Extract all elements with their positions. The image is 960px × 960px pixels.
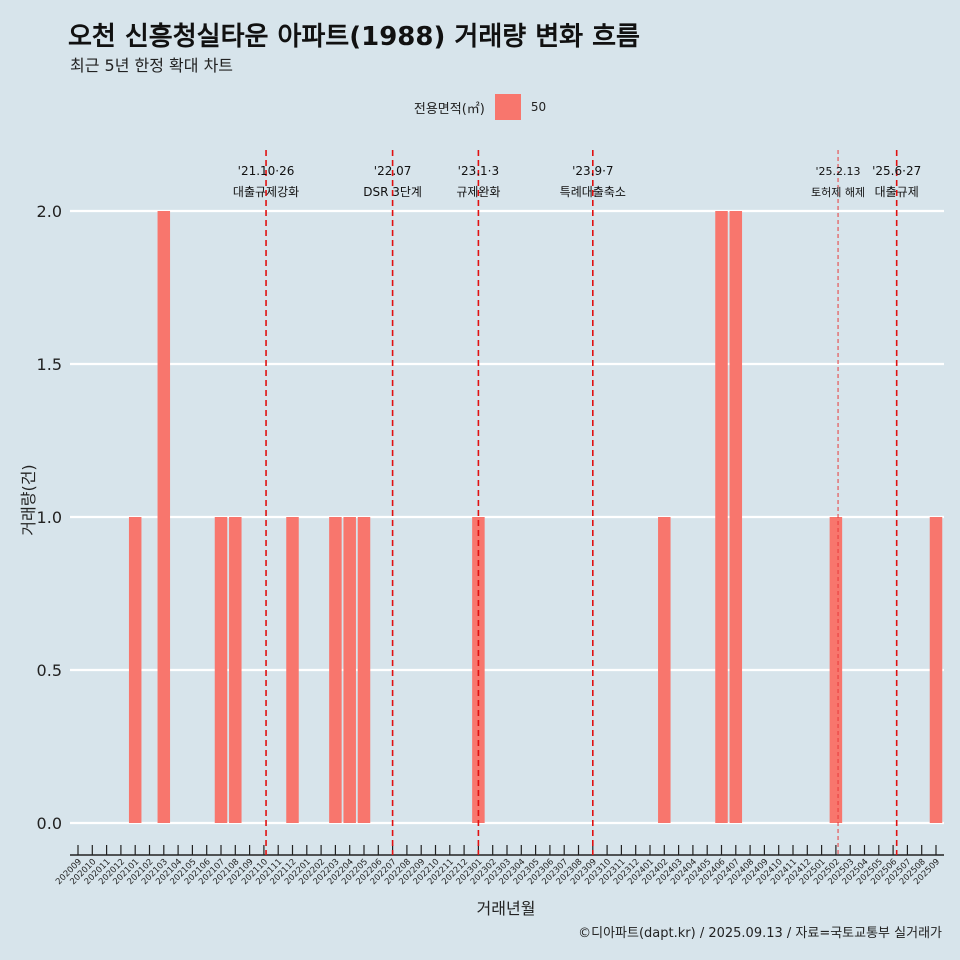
bar bbox=[929, 517, 943, 823]
annotation-label: 특례대출축소 bbox=[560, 185, 626, 199]
legend-title: 전용면적(㎡) bbox=[413, 101, 485, 117]
chart-title: 오천 신흥청실타운 아파트(1988) 거래량 변화 흐름 bbox=[68, 22, 640, 52]
annotation-date: '23.9·7 bbox=[572, 164, 613, 178]
bar bbox=[229, 517, 242, 823]
annotation-date: '21.10·26 bbox=[238, 164, 295, 178]
legend-label: 50 bbox=[530, 100, 547, 114]
bar bbox=[729, 211, 743, 823]
bar bbox=[329, 517, 342, 823]
annotation-label: 대출규제강화 bbox=[233, 185, 299, 199]
bar bbox=[343, 517, 356, 823]
annotation-date: '23.1·3 bbox=[458, 164, 499, 178]
annotation-label: DSR 3단계 bbox=[363, 185, 422, 199]
bar bbox=[214, 517, 228, 823]
bar bbox=[357, 517, 371, 823]
bar bbox=[157, 211, 171, 823]
x-axis-title: 거래년월 bbox=[477, 899, 536, 918]
annotation-label: 규제완화 bbox=[456, 185, 500, 199]
bar bbox=[715, 211, 728, 823]
y-axis-title: 거래량(건) bbox=[19, 464, 38, 535]
bar bbox=[286, 517, 299, 823]
bar bbox=[128, 517, 142, 823]
annotation-date: '22.07 bbox=[374, 164, 412, 178]
legend: 전용면적(㎡) 50 bbox=[0, 92, 960, 122]
y-tick-label: 2.0 bbox=[37, 202, 62, 221]
chart-subtitle: 최근 5년 한정 확대 차트 bbox=[70, 56, 234, 75]
y-tick-label: 0.5 bbox=[37, 661, 62, 680]
bar bbox=[658, 517, 671, 823]
y-tick-label: 0.0 bbox=[37, 814, 62, 833]
source-caption: ©디아파트(dapt.kr) / 2025.09.13 / 자료=국토교통부 실… bbox=[578, 926, 942, 941]
annotation-label: 토허제 해제 bbox=[811, 185, 865, 199]
annotation-date: '25.2.13 bbox=[816, 165, 861, 178]
y-tick-label: 1.0 bbox=[37, 508, 62, 527]
legend-swatch bbox=[494, 94, 521, 120]
bar bbox=[829, 517, 843, 823]
annotation-date: '25.6·27 bbox=[872, 164, 921, 178]
annotation-label: 대출규제 bbox=[875, 185, 919, 199]
y-tick-label: 1.5 bbox=[37, 355, 62, 374]
